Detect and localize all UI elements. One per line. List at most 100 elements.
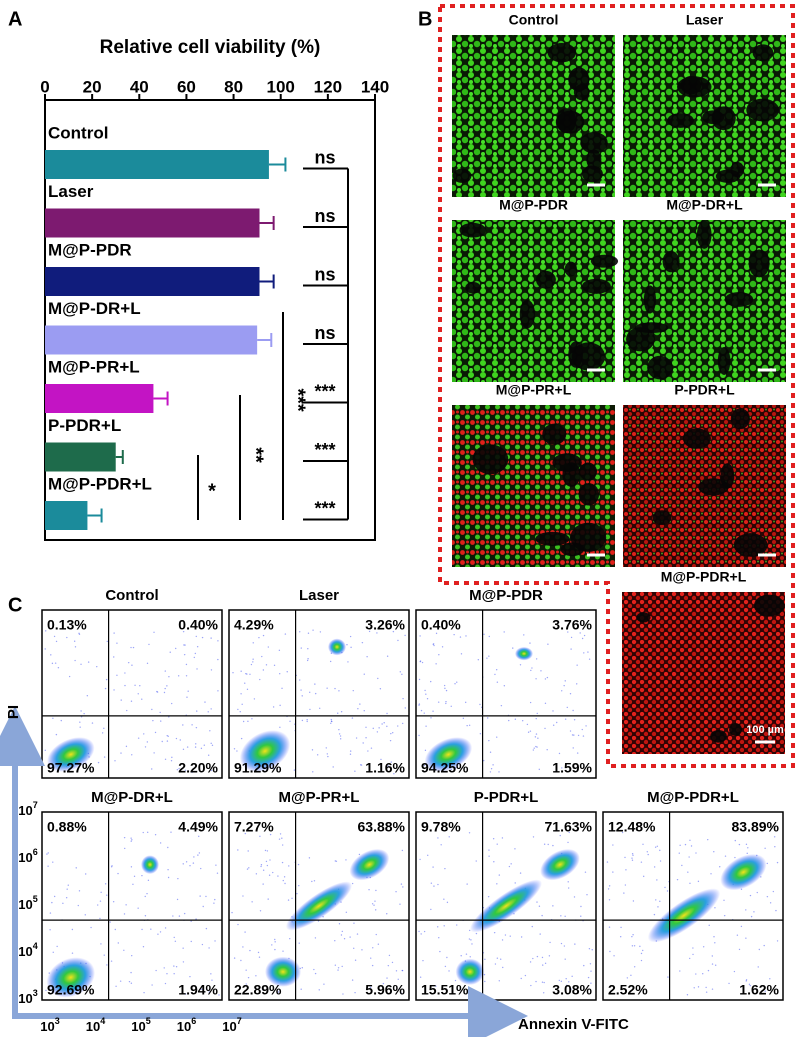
quadrant-percent: 4.49% — [178, 819, 218, 835]
event-dot — [80, 663, 82, 665]
micrograph-void — [564, 261, 577, 277]
event-dot — [211, 979, 213, 981]
quadrant-percent: 0.88% — [47, 819, 87, 835]
event-dot — [496, 957, 499, 959]
event-dot — [399, 671, 401, 673]
event-dot — [546, 676, 549, 679]
event-dot — [147, 879, 150, 882]
event-dot — [207, 754, 210, 756]
event-dot — [248, 867, 250, 869]
event-dot — [71, 928, 74, 931]
tick-exponent: 6 — [33, 847, 38, 857]
event-dot — [239, 711, 241, 713]
event-dot — [361, 641, 364, 644]
event-dot — [541, 956, 544, 959]
event-dot — [252, 658, 254, 660]
event-dot — [246, 868, 249, 870]
event-dot — [402, 886, 404, 888]
event-dot — [376, 731, 379, 733]
event-dot — [443, 925, 445, 927]
event-dot — [437, 883, 439, 886]
event-dot — [692, 947, 694, 949]
event-dot — [567, 631, 569, 633]
event-dot — [569, 692, 572, 695]
event-dot — [437, 701, 440, 703]
event-dot — [488, 855, 490, 857]
event-dot — [386, 712, 388, 715]
event-dot — [560, 915, 562, 917]
y-tick-label: 107 — [18, 800, 37, 818]
significance-label: *** — [314, 440, 335, 460]
plot-title: M@P-PDR+L — [647, 789, 739, 806]
micrograph-void — [519, 299, 536, 329]
event-dot — [83, 712, 85, 715]
event-density — [46, 957, 95, 998]
event-dot — [502, 966, 504, 969]
tick-base: 10 — [18, 991, 32, 1006]
event-dot — [740, 925, 743, 928]
event-dot — [736, 934, 739, 936]
error-bar — [268, 157, 287, 172]
event-dot — [203, 744, 206, 746]
event-dot — [501, 939, 504, 941]
quadrant-percent: 7.27% — [234, 819, 274, 835]
event-dot — [583, 652, 585, 654]
event-dot — [477, 659, 480, 661]
event-dot — [642, 875, 645, 878]
event-dot — [543, 981, 545, 984]
event-dot — [142, 831, 144, 834]
event-dot — [375, 889, 377, 892]
event-dot — [664, 886, 666, 889]
event-dot — [311, 880, 313, 883]
event-dot — [168, 716, 170, 718]
event-dot — [84, 914, 86, 916]
event-dot — [776, 861, 779, 864]
tick-base: 10 — [222, 1019, 236, 1034]
event-dot — [131, 839, 133, 841]
event-dot — [514, 848, 516, 850]
event-dot — [711, 955, 714, 957]
micrograph-void — [459, 222, 487, 238]
event-dot — [124, 847, 126, 850]
event-dot — [398, 988, 400, 991]
event-dot — [608, 885, 611, 887]
event-dot — [201, 943, 204, 946]
event-dot — [560, 980, 563, 983]
event-dot — [375, 933, 377, 936]
quadrant-percent: 1.59% — [552, 760, 592, 776]
event-dot — [441, 646, 444, 648]
event-dot — [341, 965, 343, 968]
event-dot — [711, 963, 714, 965]
event-dot — [281, 687, 283, 690]
event-dot — [144, 895, 146, 898]
event-dot — [713, 850, 715, 853]
event-dot — [311, 749, 314, 751]
image-title: Laser — [686, 12, 724, 28]
event-dot — [296, 892, 298, 895]
bar — [45, 150, 269, 179]
plot-title: M@P-PDR — [469, 587, 543, 604]
event-dot — [195, 635, 197, 638]
event-dot — [435, 632, 438, 635]
event-dot — [438, 936, 440, 939]
event-dot — [259, 678, 261, 681]
event-dot — [152, 719, 154, 722]
event-dot — [279, 704, 281, 707]
event-dot — [392, 630, 395, 633]
event-dot — [544, 678, 547, 680]
event-dot — [432, 866, 434, 868]
event-dot — [184, 644, 186, 646]
y-tick-label: 105 — [18, 894, 37, 912]
event-dot — [167, 735, 169, 737]
event-dot — [240, 693, 242, 695]
event-dot — [430, 717, 432, 719]
event-dot — [359, 764, 362, 766]
event-dot — [366, 656, 368, 658]
x-axis-label: Annexin V-FITC — [518, 1016, 629, 1033]
event-dot — [654, 846, 657, 848]
event-dot — [524, 974, 527, 977]
quadrant-percent: 5.96% — [365, 982, 405, 998]
event-dot — [521, 720, 524, 722]
event-dot — [389, 739, 392, 742]
event-dot — [334, 940, 336, 942]
